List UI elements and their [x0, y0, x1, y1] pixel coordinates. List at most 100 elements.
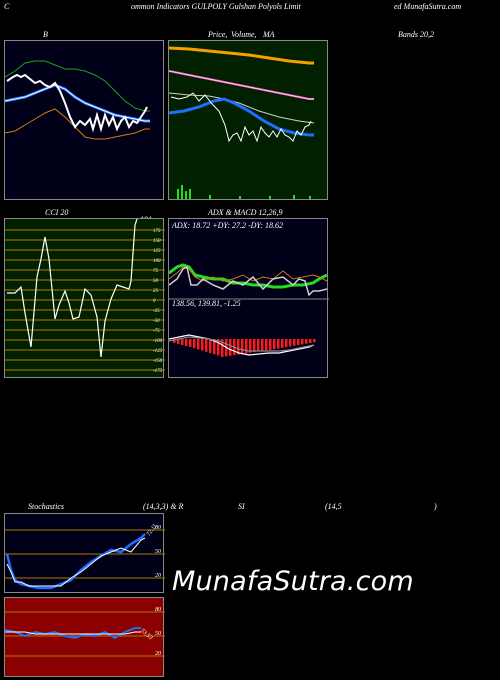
macd-histogram-bar	[209, 339, 212, 353]
rsi-chart: 80 50 20 53.53	[4, 597, 165, 677]
cci-tick-label: -125	[153, 349, 163, 354]
stochastics-chart: 80 50 20 72.11	[4, 513, 165, 593]
macd-histogram-bar	[261, 339, 264, 351]
volume-bar	[239, 196, 241, 199]
stoch-tick-50: 50	[155, 549, 161, 555]
macd-histogram-bar	[181, 339, 184, 345]
price-svg	[169, 46, 315, 199]
stoch-svg	[5, 529, 165, 590]
minus-dy-line	[169, 265, 328, 297]
macd-histogram-bar	[177, 339, 180, 344]
cci-tick-label: 25	[153, 289, 159, 294]
rsi-tick-80: 80	[155, 607, 161, 613]
cci-tick-label: 125	[153, 249, 161, 254]
macd-histogram-bar	[309, 339, 312, 343]
macd-histogram-bar	[245, 339, 248, 354]
cci-tick-label: -175	[153, 369, 163, 374]
cci-tick-label: 175	[153, 229, 161, 234]
volume-bar	[181, 185, 183, 199]
plus-dy-line	[169, 266, 328, 282]
macd-histogram-bar	[241, 339, 244, 354]
volume-bar	[189, 189, 191, 199]
macd-histogram-bar	[285, 339, 288, 348]
cci-tick-label: -50	[153, 319, 160, 324]
macd-histogram-bar	[185, 339, 188, 346]
bb-middle-band-highlight	[5, 84, 150, 122]
adx-line	[169, 263, 328, 289]
macd-histogram-bar	[281, 339, 284, 348]
rsi-header-si: SI	[238, 502, 245, 511]
price-panel-label: Price,	[208, 30, 228, 39]
stoch-header-mid: (14,3,3) & R	[143, 502, 184, 511]
cci-tick-label: 0	[153, 299, 156, 304]
stoch-d-line	[6, 537, 146, 587]
volume-bar	[309, 196, 311, 199]
macd-histogram-bar	[213, 339, 216, 355]
rsi-svg	[5, 611, 165, 657]
cci-tick-label: 100	[153, 259, 161, 264]
macd-histogram-bar	[273, 339, 276, 350]
rsi-white-line	[5, 631, 141, 635]
bollinger-chart	[4, 40, 164, 200]
macd-histogram-bar	[237, 339, 240, 355]
adx-macd-chart: ADX: 18.72 +DY: 27.2 -DY: 18.62 138.56, …	[168, 218, 329, 378]
cci-tick-label: 150	[153, 239, 161, 244]
cci-line	[7, 219, 138, 358]
cci-tick-label: 75	[153, 269, 159, 274]
macd-values: 138.56, 139.81, -1.25	[172, 299, 241, 308]
macd-histogram-bar	[253, 339, 256, 353]
macd-histogram-bar	[249, 339, 252, 353]
macd-histogram-bar	[297, 339, 300, 346]
macd-histogram-bar	[205, 339, 208, 352]
header-left: C	[4, 2, 10, 11]
stoch-header-left: Stochastics	[28, 502, 64, 511]
volume-bar	[185, 191, 187, 199]
stoch-tick-80: 80	[155, 525, 161, 531]
volume-bars	[177, 185, 311, 199]
cci-tick-label: -25	[153, 309, 160, 314]
volume-bar	[293, 195, 295, 199]
rsi-tick-50: 50	[155, 631, 161, 637]
macd-histogram-bar	[305, 339, 308, 344]
watermark: MunafaSutra.com	[172, 566, 414, 597]
adx-macd-label: ADX & MACD 12,26,9	[208, 208, 283, 217]
macd-histogram-bar	[293, 339, 296, 346]
bb-panel-label: B	[43, 30, 48, 39]
macd-histogram-bar	[257, 339, 260, 352]
price-panel-label-ma: MA	[263, 30, 275, 39]
macd-histogram-bar	[173, 339, 176, 343]
cci-tick-label: -75	[153, 329, 160, 334]
macd-histogram-bar	[217, 339, 220, 356]
macd-histogram-bar	[221, 339, 224, 357]
ma-gray-line	[169, 92, 315, 124]
cci-grid: 175 150 125 100 75 50 25 0 -25 -50 -75 -100 -125 -150…	[5, 229, 165, 374]
bollinger-svg	[5, 60, 150, 140]
macd-signal-line	[169, 336, 315, 352]
rsi-tick-20: 20	[155, 651, 161, 657]
price-panel-label-volume: Volume,	[231, 30, 257, 39]
ma-pink-highlight	[169, 70, 314, 100]
macd-histogram-bar	[289, 339, 292, 347]
stoch-k-line	[5, 533, 146, 590]
stoch-tick-20: 20	[155, 573, 161, 579]
macd-line	[169, 334, 315, 356]
macd-histogram-bar	[301, 339, 304, 345]
macd-histogram-bar	[193, 339, 196, 349]
rsi-header-params: (14,5	[325, 502, 342, 511]
cci-label: CCI 20	[45, 208, 69, 217]
cci-tick-label: -100	[153, 339, 163, 344]
cci-tick-label: 50	[153, 279, 159, 284]
header-right: ed MunafaSutra.com	[394, 2, 462, 11]
rsi-header-close: )	[434, 502, 437, 511]
cci-chart: 175 150 125 100 75 50 25 0 -25 -50 -75 -100 -125 -150…	[4, 218, 165, 378]
macd-histogram-bar	[201, 339, 204, 351]
macd-histogram-bar	[189, 339, 192, 347]
bb-price-line	[6, 73, 148, 133]
ma-orange-line	[169, 46, 314, 65]
macd-histogram-bar	[265, 339, 268, 351]
price-line	[170, 92, 312, 143]
price-volume-chart	[168, 40, 328, 200]
adx-values: ADX: 18.72 +DY: 27.2 -DY: 18.62	[172, 221, 284, 230]
macd-histogram-bar	[269, 339, 272, 350]
cci-tick-label: -150	[153, 359, 163, 364]
